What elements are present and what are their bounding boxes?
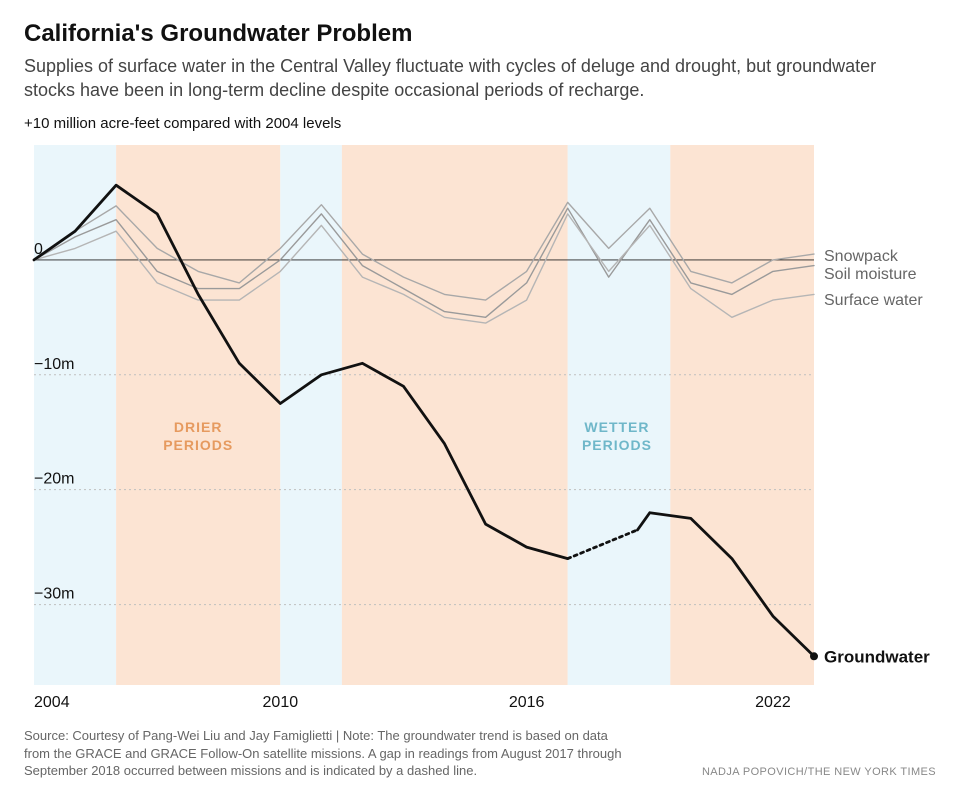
series-label-groundwater: Groundwater <box>824 647 930 666</box>
chart-subtitle: Supplies of surface water in the Central… <box>24 54 924 103</box>
x-tick-label: 2004 <box>34 694 70 711</box>
page: California's Groundwater Problem Supplie… <box>0 0 960 796</box>
line-chart: 0−10m−20m−30m2004201020162022DRIERPERIOD… <box>24 115 936 715</box>
x-tick-label: 2016 <box>509 694 545 711</box>
series-label-soil_moisture: Soil moisture <box>824 265 917 282</box>
chart-area: +10 million acre-feet compared with 2004… <box>24 115 936 715</box>
x-tick-label: 2010 <box>263 694 299 711</box>
chart-title: California's Groundwater Problem <box>24 20 936 48</box>
drier-period-band <box>116 145 280 685</box>
period-label: PERIODS <box>163 437 233 453</box>
y-tick-label: −20m <box>34 470 74 487</box>
drier-period-band <box>342 145 568 685</box>
y-tick-label: −30m <box>34 585 74 602</box>
series-label-snowpack: Snowpack <box>824 247 899 264</box>
source-note: Source: Courtesy of Pang-Wei Liu and Jay… <box>24 727 624 780</box>
credit-line: NADJA POPOVICH/THE NEW YORK TIMES <box>702 765 936 780</box>
series-label-surface_water: Surface water <box>824 291 923 308</box>
drier-period-band <box>670 145 814 685</box>
period-label: DRIER <box>174 419 223 435</box>
x-tick-label: 2022 <box>755 694 791 711</box>
period-label: WETTER <box>584 419 649 435</box>
y-tick-label: −10m <box>34 355 74 372</box>
chart-footer: Source: Courtesy of Pang-Wei Liu and Jay… <box>24 727 936 780</box>
wetter-period-band <box>568 145 671 685</box>
series-groundwater-end-marker <box>810 652 818 660</box>
period-label: PERIODS <box>582 437 652 453</box>
wetter-period-band <box>34 145 116 685</box>
